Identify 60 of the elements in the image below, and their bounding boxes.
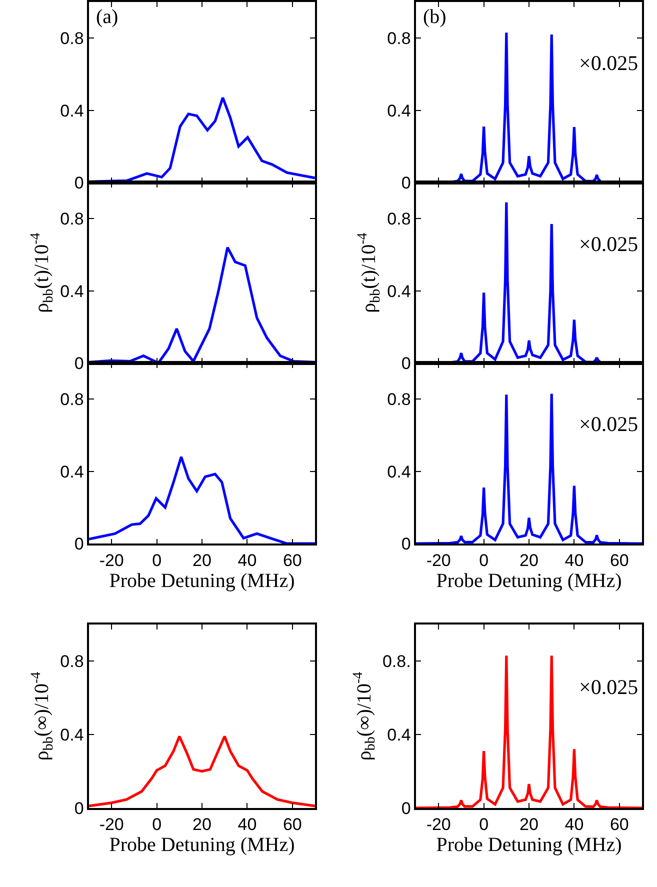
x-tick-label: 0 xyxy=(479,815,489,834)
annotation: (a) xyxy=(96,6,118,28)
line-series xyxy=(89,246,315,364)
y-tick-label: 0 xyxy=(74,798,84,818)
x-axis-title: Probe Detuning (MHz) xyxy=(109,570,295,592)
x-tick-label: 60 xyxy=(282,550,302,570)
y-tick-label: 0.8 xyxy=(60,652,84,672)
x-tick-label: 20 xyxy=(192,550,212,570)
x-tick-label: -20 xyxy=(99,815,124,834)
line-series xyxy=(416,392,642,544)
y-tick-label: 0.4 xyxy=(60,282,84,301)
line-series xyxy=(89,735,315,808)
y-tick-label: 0.8 xyxy=(387,29,411,48)
x-tick-label: 40 xyxy=(238,550,257,570)
y-tick-label: 0.4 xyxy=(387,726,411,745)
annotation: (b) xyxy=(423,6,446,28)
x-tick-label: 40 xyxy=(238,815,257,834)
annotation: ×0.025 xyxy=(579,232,638,256)
y-tick-label: 0.8 xyxy=(60,390,84,410)
y-tick-label: 0 xyxy=(74,354,84,373)
y-tick-label: 0 xyxy=(401,173,411,192)
y-tick-label: 0.4 xyxy=(387,462,411,482)
x-tick-label: 60 xyxy=(610,550,629,570)
x-axis-title: Probe Detuning (MHz) xyxy=(436,570,622,592)
y-tick-label: 0.4 xyxy=(60,726,84,745)
x-tick-label: -20 xyxy=(426,815,451,834)
y-tick-label: 0 xyxy=(401,354,411,373)
line-series xyxy=(89,456,315,544)
x-tick-label: -20 xyxy=(99,550,124,570)
x-tick-label: 60 xyxy=(282,815,302,834)
line-series xyxy=(416,654,642,808)
x-tick-label: 0 xyxy=(479,550,489,570)
annotation: ×0.025 xyxy=(579,675,638,699)
annotation: ×0.025 xyxy=(579,412,638,436)
annotation: ×0.025 xyxy=(579,51,638,75)
x-tick-label: 0 xyxy=(152,550,162,570)
y-tick-label: 0 xyxy=(74,173,84,192)
y-tick-label: 0.4 xyxy=(387,282,411,301)
y-tick-label: 0.8 xyxy=(387,210,411,229)
y-tick-label: 0.4 xyxy=(60,462,84,482)
y-tick-label: 0 xyxy=(401,798,411,818)
x-tick-label: 60 xyxy=(610,815,629,834)
y-tick-label: 0 xyxy=(401,534,411,554)
y-tick-label: 0.8 xyxy=(387,390,411,410)
x-axis-title: Probe Detuning (MHz) xyxy=(109,834,295,856)
y-tick-label: 0.4 xyxy=(387,101,411,120)
x-tick-label: -20 xyxy=(426,550,451,570)
x-tick-label: 40 xyxy=(564,815,584,834)
y-tick-label: 0.8. xyxy=(382,652,411,672)
x-tick-label: 20 xyxy=(520,815,538,834)
y-tick-label: 0.4 xyxy=(60,101,84,120)
x-axis-title: Probe Detuning (MHz) xyxy=(436,834,622,856)
line-series xyxy=(89,96,315,183)
x-tick-label: 20 xyxy=(192,815,212,834)
x-tick-label: 0 xyxy=(152,815,162,834)
y-tick-label: 0.8 xyxy=(60,210,84,229)
y-tick-label: 0.8 xyxy=(60,29,84,48)
x-tick-label: 20 xyxy=(520,550,538,570)
y-tick-label: 0 xyxy=(74,534,84,554)
x-tick-label: 40 xyxy=(564,550,584,570)
